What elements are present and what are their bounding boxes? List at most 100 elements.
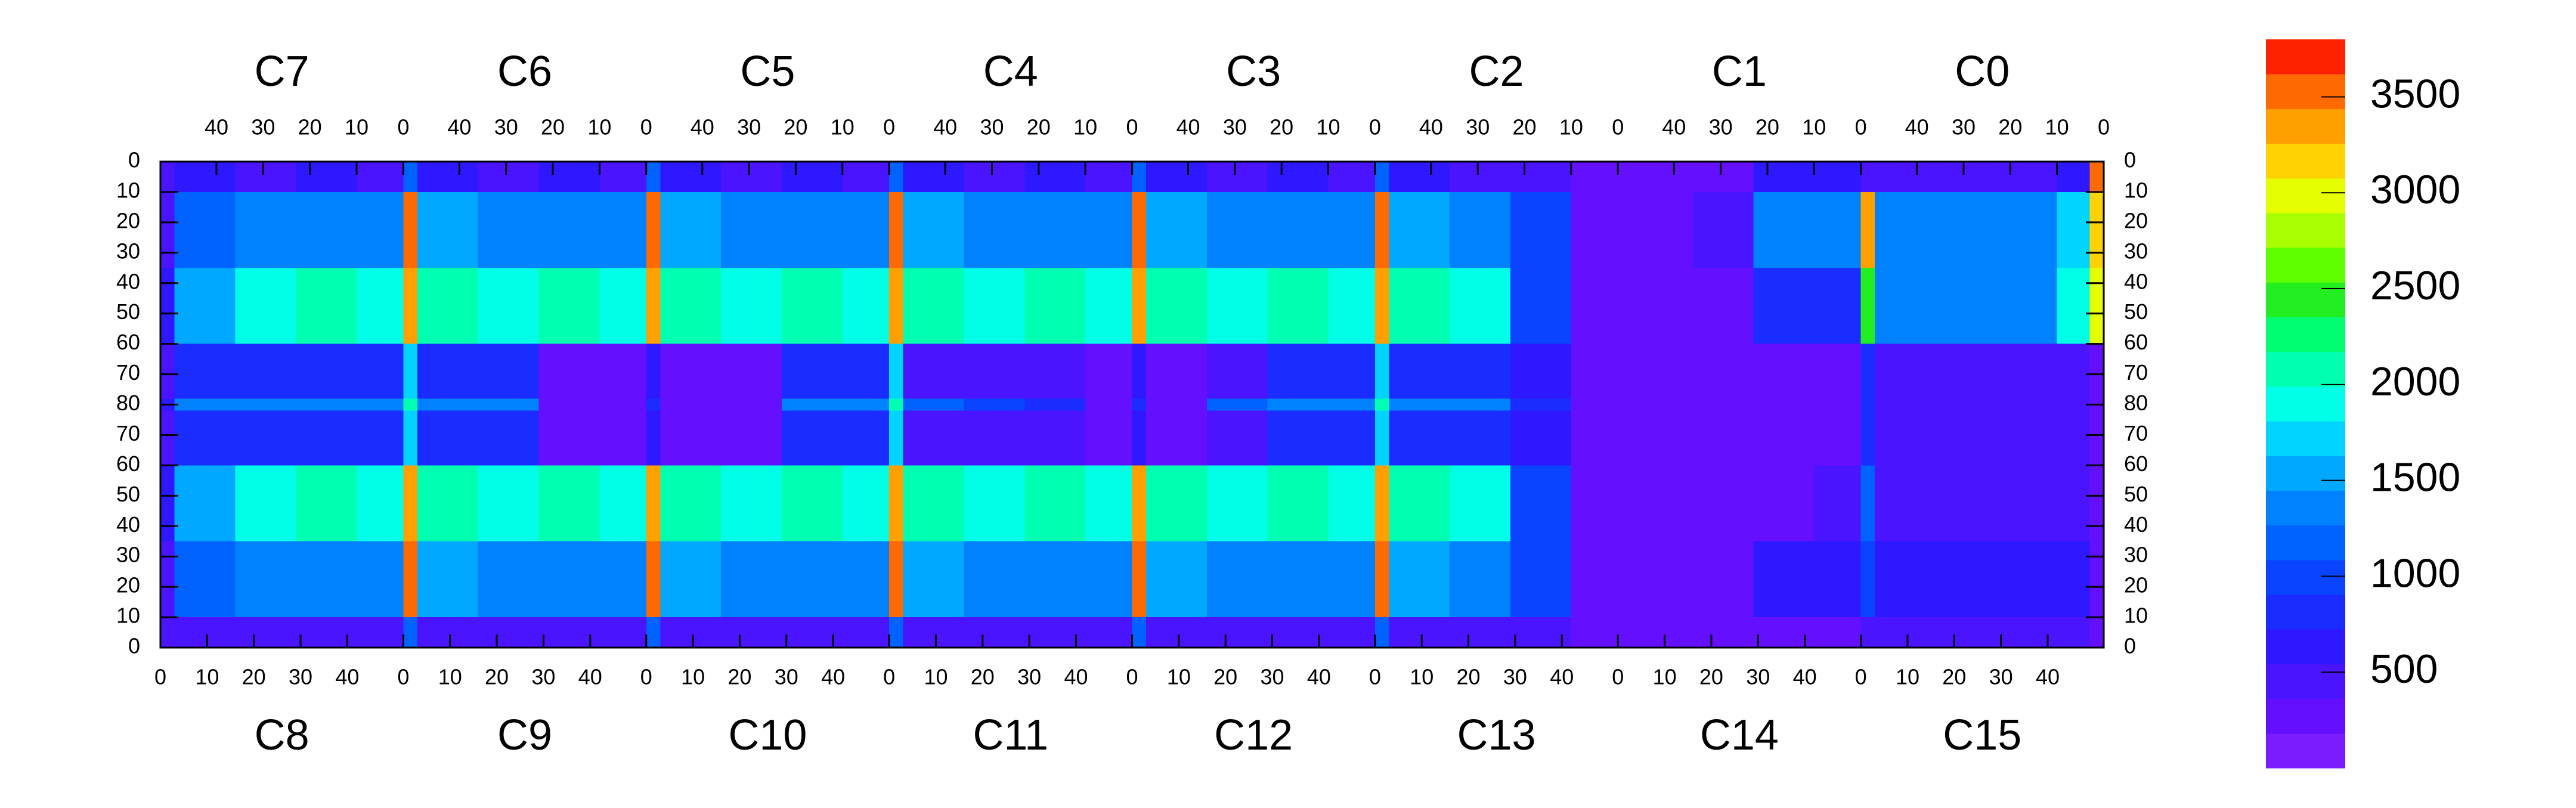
x-tick-label: 0 [1369,665,1381,689]
colorbar-band [2266,386,2345,422]
heatmap-cell [2057,162,2090,192]
x2-tick-label: 0 [1369,115,1381,140]
heatmap-cell [721,617,782,648]
x-tick-label: 20 [242,665,266,689]
colorbar-band [2266,282,2345,318]
heatmap-cell [1085,465,1132,541]
x2-tick-label: 30 [737,115,761,140]
y-tick-label: 20 [116,208,140,233]
colorbar-band [2266,39,2345,75]
x-tick-label: 30 [1503,665,1527,689]
heatmap-cell [1618,465,1632,541]
x2-tick-label: 0 [1612,115,1624,140]
x2-tick-label: 30 [1952,115,1976,140]
heatmap-cell [964,617,1025,648]
y2-tick-label: 20 [2124,573,2148,598]
x2-tick-label: 40 [1419,115,1443,140]
chip-label-bottom: C10 [728,711,807,759]
heatmap-cell [1510,343,1571,399]
heatmap-cell [842,617,890,648]
heatmap-cell [660,617,722,648]
x2-tick-label: 30 [494,115,518,140]
heatmap-cell [660,465,722,541]
heatmap-cell [1085,398,1132,411]
heatmap-cell [1085,162,1132,192]
heatmap-cell [1328,343,1375,399]
heatmap-cell [646,343,661,399]
heatmap-cell [964,541,1025,618]
x2-tick-label: 0 [1855,115,1867,140]
heatmap-cell [1618,541,1632,618]
heatmap-cell [1571,162,1618,192]
x-tick-label: 30 [531,665,555,689]
heatmap-cell [1631,268,1693,344]
heatmap-cell [296,410,357,466]
heatmap-cell [1875,191,1936,268]
x-tick-label: 10 [681,665,705,689]
heatmap-cell [1692,268,1754,344]
heatmap-cell [903,268,964,344]
x2-tick-label: 10 [2045,115,2069,140]
chip-label-bottom: C12 [1214,711,1293,759]
heatmap-cell [964,465,1025,541]
heatmap-cell [1132,465,1147,541]
heatmap-cell [1996,268,2057,344]
heatmap-cell [646,162,661,192]
y-tick-label: 70 [116,421,140,445]
heatmap-cell [1692,465,1754,541]
colorbar-tick-label: 3000 [2370,167,2460,212]
colorbar-band [2266,595,2345,630]
heatmap-cell [646,541,661,618]
heatmap-cell [2089,465,2104,541]
y-tick-label: 30 [116,239,140,263]
x-tick-label: 40 [1550,665,1574,689]
heatmap-cell [721,398,782,411]
colorbar-tick-label: 3500 [2370,71,2460,116]
heatmap-cell [357,343,404,399]
heatmap-cell [1267,541,1329,618]
heatmap-cell [538,410,600,466]
heatmap-cell [903,410,964,466]
heatmap-cell [1132,410,1147,466]
heatmap-cell [1389,541,1450,618]
heatmap-cell [174,617,236,648]
heatmap-cell [1631,162,1693,192]
heatmap-cell [1860,191,1875,268]
heatmap-cell [160,541,175,618]
heatmap-cell [903,465,964,541]
heatmap-cell [1860,541,1875,618]
colorbar-band [2266,629,2345,664]
heatmap-cell [660,398,722,411]
heatmap-cell [357,162,404,192]
x-tick-label: 10 [1167,665,1191,689]
heatmap-cell [1132,162,1147,192]
heatmap-cell [842,398,890,411]
heatmap-cell [2089,268,2104,344]
heatmap-cell [1631,465,1693,541]
heatmap-cell [1024,162,1086,192]
heatmap-cell [1935,465,1996,541]
x2-tick-label: 0 [640,115,652,140]
heatmap-cell [2057,343,2090,399]
heatmap-cell [403,617,417,648]
heatmap-cell [1450,191,1511,268]
heatmap-cell [357,541,404,618]
heatmap-cell [1935,541,1996,618]
x-tick-label: 0 [883,665,895,689]
heatmap-cell [1631,343,1693,399]
x2-tick-label: 40 [447,115,471,140]
heatmap-cell [1267,465,1329,541]
chip-label-top: C0 [1955,48,2010,95]
heatmap-cell [889,191,903,268]
y2-tick-label: 40 [2124,512,2148,537]
x-tick-label: 40 [578,665,602,689]
heatmap-cell [478,191,539,268]
heatmap-cell [781,398,843,411]
y2-tick-label: 30 [2124,543,2148,567]
heatmap-cell [1024,343,1086,399]
heatmap-cell [1753,541,1815,618]
heatmap-cell [1450,268,1511,344]
heatmap-cell [1860,268,1875,344]
heatmap-cell [1996,162,2057,192]
